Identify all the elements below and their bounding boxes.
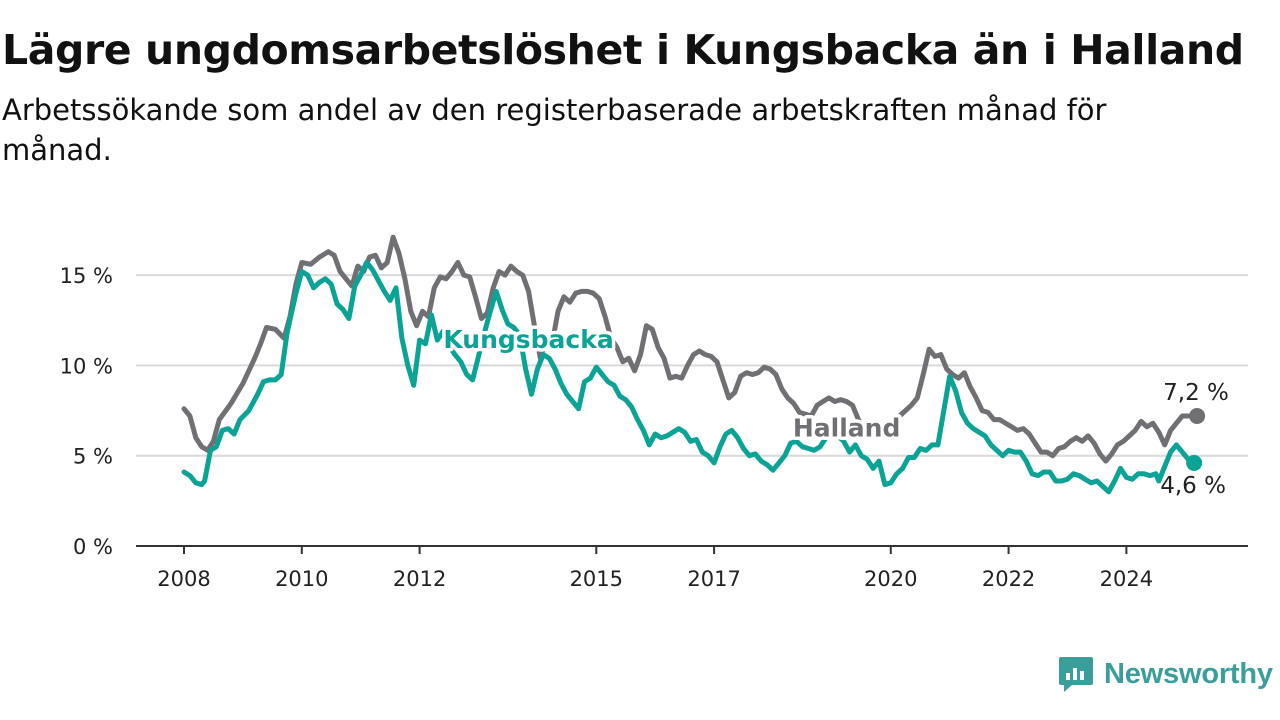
newsworthy-logo[interactable]: Newsworthy — [1058, 654, 1273, 694]
series-label-halland: Halland — [793, 414, 901, 443]
series-end-marker-halland — [1189, 407, 1206, 424]
x-tick-label: 2022 — [982, 567, 1035, 591]
chart-title: Lägre ungdomsarbetslöshet i Kungsbacka ä… — [2, 26, 1244, 74]
x-tick-label: 2012 — [393, 567, 446, 591]
y-tick-label: 15 % — [60, 264, 113, 288]
end-label-halland: 7,2 % — [1163, 380, 1229, 406]
series-label-kungsbacka: Kungsbacka — [443, 325, 613, 354]
y-tick-label: 10 % — [60, 354, 113, 378]
series-line-halland — [181, 234, 1200, 464]
newsworthy-logo-icon — [1059, 657, 1093, 692]
brand-name: Newsworthy — [1104, 657, 1273, 690]
series-line-kungsbacka — [181, 260, 1197, 495]
end-label-kungsbacka: 4,6 % — [1160, 473, 1226, 499]
series-end-marker-kungsbacka — [1186, 454, 1203, 471]
x-tick-label: 2020 — [864, 567, 917, 591]
x-tick-label: 2024 — [1100, 567, 1153, 591]
x-tick-label: 2010 — [275, 567, 328, 591]
x-tick-label: 2015 — [570, 567, 623, 591]
x-tick-label: 2017 — [687, 567, 740, 591]
chart-subtitle: Arbetssökande som andel av den registerb… — [2, 93, 1107, 167]
y-tick-label: 0 % — [73, 535, 113, 559]
y-tick-label: 5 % — [73, 445, 113, 469]
x-tick-label: 2008 — [157, 567, 210, 591]
